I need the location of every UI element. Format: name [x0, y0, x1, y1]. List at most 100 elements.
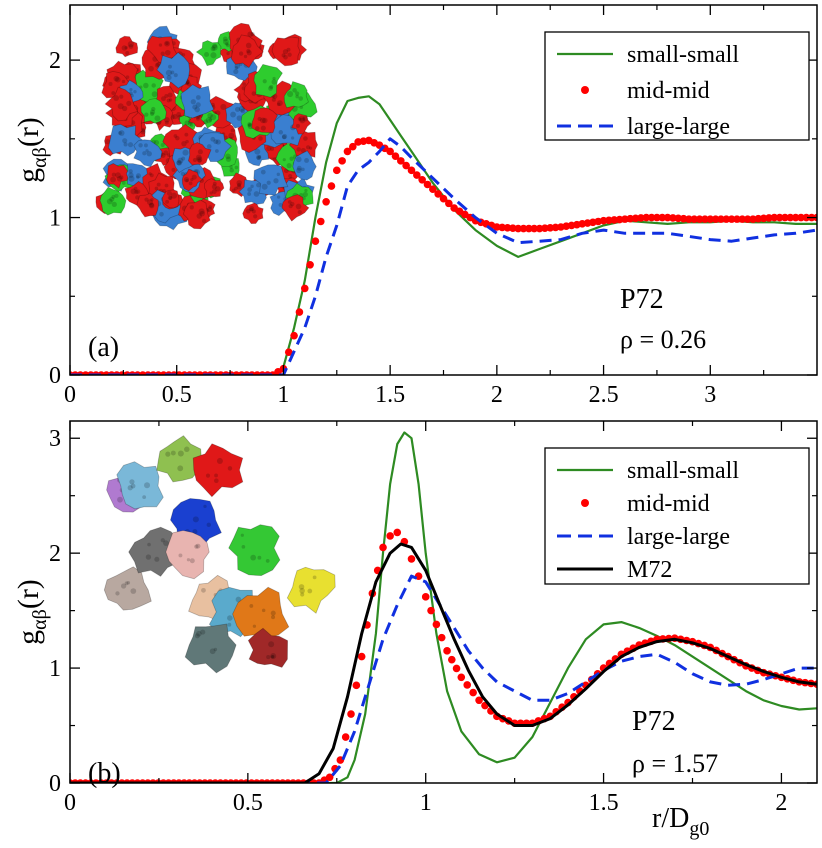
protein-texture [230, 111, 236, 118]
protein-texture [249, 207, 254, 212]
protein-texture [195, 543, 201, 549]
protein-texture [297, 210, 302, 215]
legend-label-small-small: small-small [627, 42, 739, 68]
data-point [343, 147, 352, 156]
protein-texture [111, 172, 116, 177]
protein-texture [247, 187, 253, 193]
protein-texture [208, 205, 213, 209]
protein-texture [188, 122, 192, 126]
data-point [393, 528, 402, 537]
protein-texture [238, 51, 244, 56]
protein-texture [251, 91, 257, 96]
panel-a-curves [70, 95, 817, 375]
protein-blob [281, 194, 310, 222]
protein-texture [257, 555, 262, 560]
protein-texture [208, 118, 213, 122]
protein-texture [271, 615, 276, 620]
protein-texture [150, 198, 154, 202]
protein-texture [188, 181, 193, 186]
protein-texture [212, 43, 218, 49]
protein-texture [271, 97, 276, 102]
protein-texture [109, 196, 115, 202]
protein-texture [228, 132, 235, 139]
protein-texture [242, 82, 246, 86]
protein-texture [247, 192, 252, 196]
data-point [437, 633, 446, 642]
protein-texture [272, 76, 276, 81]
protein-texture [290, 136, 295, 140]
protein-texture [235, 596, 242, 603]
data-point [685, 215, 693, 223]
protein-texture [245, 42, 252, 49]
protein-texture [159, 211, 164, 217]
protein-blob [156, 51, 191, 89]
legend-swatch-mid-mid [581, 86, 589, 94]
protein-texture [196, 630, 202, 637]
protein-texture [163, 540, 169, 546]
protein-texture [298, 115, 305, 122]
protein-texture [189, 205, 194, 210]
protein-texture [297, 117, 302, 121]
x-tick-label: 0.5 [162, 382, 192, 408]
protein-texture [260, 125, 266, 131]
protein-texture [257, 155, 262, 159]
protein-texture [292, 88, 297, 93]
protein-texture [181, 140, 187, 147]
protein-texture [247, 122, 252, 127]
protein-texture [196, 213, 202, 219]
data-point [469, 688, 477, 697]
protein-texture [197, 149, 203, 155]
legend-label-large-large: large-large [627, 114, 730, 140]
protein-texture [144, 112, 149, 117]
data-point [448, 655, 456, 664]
data-point [332, 166, 341, 175]
protein-texture [198, 208, 205, 215]
protein-texture [176, 160, 183, 166]
data-point [475, 696, 483, 705]
data-point [341, 733, 350, 741]
protein-texture [305, 145, 311, 150]
data-point [423, 180, 432, 189]
data-point [306, 260, 314, 269]
protein-texture [273, 178, 279, 184]
y-tick-label: 1 [49, 206, 61, 232]
protein-texture [149, 111, 155, 117]
data-point [429, 185, 437, 194]
protein-texture [177, 465, 184, 472]
protein-blob [200, 109, 220, 129]
protein-texture [288, 203, 293, 209]
protein-texture [190, 99, 196, 105]
protein-texture [301, 167, 305, 172]
data-point [352, 681, 361, 690]
x-tick-label: 1.5 [589, 790, 619, 816]
protein-texture [268, 85, 273, 91]
protein-texture [164, 40, 170, 47]
protein-texture [151, 83, 156, 88]
panel-a-system-label: P72 [620, 284, 664, 315]
protein-texture [147, 542, 151, 547]
protein-texture [200, 629, 206, 635]
protein-texture [276, 102, 281, 107]
protein-texture [129, 479, 135, 485]
data-point [311, 237, 320, 245]
protein-texture [121, 79, 126, 84]
protein-texture [166, 98, 171, 103]
protein-blob [242, 201, 264, 225]
protein-texture [181, 53, 186, 57]
protein-texture [251, 209, 256, 214]
protein-texture [194, 633, 200, 639]
protein-texture [270, 146, 275, 151]
protein-texture [288, 173, 293, 178]
protein-texture [282, 49, 289, 55]
panel-a-ticks: 0 0.5 1 1.5 2 2.5 3 0 1 2 [49, 5, 817, 408]
data-point [781, 213, 789, 222]
protein-blob [253, 63, 283, 98]
protein-texture [138, 143, 143, 148]
protein-texture [170, 70, 175, 75]
protein-texture [266, 655, 271, 660]
protein-texture [256, 155, 261, 160]
protein-blob [104, 86, 139, 122]
x-tick-label: 1 [277, 382, 289, 408]
protein-texture [213, 478, 219, 484]
protein-texture [161, 96, 166, 102]
